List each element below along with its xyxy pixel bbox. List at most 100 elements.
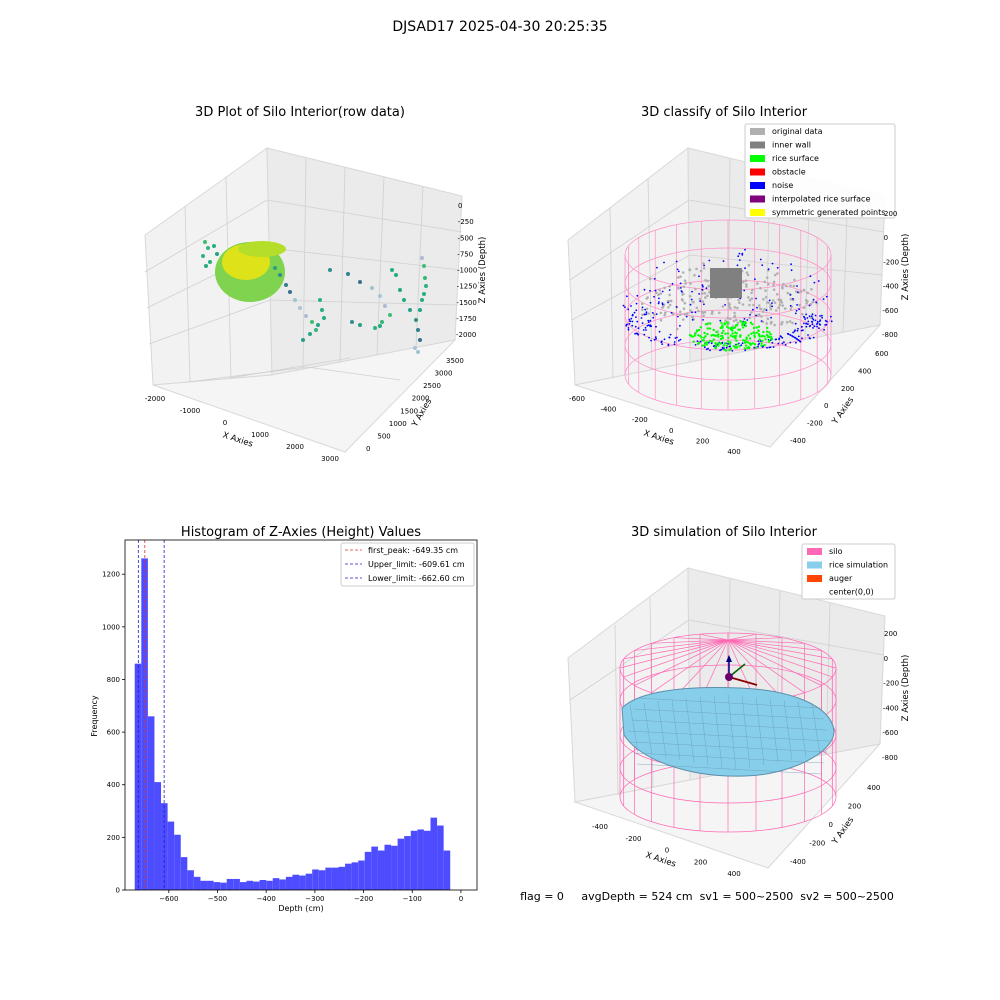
x-tick-labels: -2000 -1000 0 1000 2000 3000 <box>145 395 339 463</box>
z-tick-label: -750 <box>457 250 473 258</box>
rice-surface-point <box>734 331 737 334</box>
noise-point <box>643 288 646 291</box>
raw-data-point <box>212 244 216 248</box>
noise-point <box>710 342 713 345</box>
original-data-point <box>703 311 707 314</box>
noise-point <box>797 335 800 338</box>
histogram-bar <box>193 876 201 890</box>
rice-surface-point <box>727 340 730 343</box>
original-data-point <box>647 312 650 315</box>
noise-point <box>738 259 741 261</box>
panel-title: 3D Plot of Silo Interior(row data) <box>195 105 405 120</box>
noise-point <box>775 338 778 341</box>
surface-mesh-line <box>636 763 822 775</box>
noise-point <box>635 309 638 312</box>
silo-roof-wire <box>651 639 729 693</box>
x-tick-label: −100 <box>403 895 422 903</box>
x-tick-label: 2000 <box>286 443 304 451</box>
silo-roof-wire <box>623 639 729 660</box>
noise-point <box>800 326 803 328</box>
original-data-point <box>809 316 813 320</box>
raw-data-point <box>414 318 418 322</box>
noise-point <box>768 346 771 349</box>
noise-point <box>802 329 804 332</box>
original-data-point <box>771 299 775 302</box>
x-tick-label: 400 <box>727 870 740 878</box>
silo-wireframe <box>624 219 832 411</box>
figure-suptitle: DJSAD17 2025-04-30 20:25:35 <box>392 19 607 35</box>
noise-point <box>670 311 673 314</box>
y-tick-label: 200 <box>841 385 854 393</box>
original-data-point <box>668 299 671 303</box>
noise-point <box>674 337 677 339</box>
rice-surface-point <box>758 338 761 341</box>
surface-mesh-line <box>627 730 831 742</box>
noise-point <box>731 350 734 352</box>
z-tick-label: -250 <box>458 218 474 226</box>
original-data-point <box>789 297 793 301</box>
noise-point <box>771 305 774 308</box>
noise-point <box>725 346 728 349</box>
raw-data-point <box>293 298 297 302</box>
noise-point <box>702 285 704 288</box>
noise-point <box>818 327 820 329</box>
surface-mesh-line <box>630 741 828 753</box>
noise-point <box>815 301 818 304</box>
legend: first_peak: -649.35 cm Upper_limit: -609.… <box>340 542 475 587</box>
silo-roof-wire <box>727 633 757 641</box>
noise-point <box>661 302 664 304</box>
noise-point <box>653 338 656 341</box>
y-tick-label: 1000 <box>102 623 120 631</box>
x-tick-label: -2000 <box>145 395 165 403</box>
y-tick-label: 600 <box>107 729 120 737</box>
noise-point <box>814 314 817 317</box>
original-data-point <box>737 298 740 302</box>
rice-surface-point <box>720 326 723 329</box>
noise-point <box>757 345 759 348</box>
rice-surface-point <box>709 322 712 325</box>
histogram-bar <box>443 850 451 890</box>
rice-surface-point <box>743 347 746 350</box>
histogram-bar <box>187 870 194 890</box>
z-tick-label: -500 <box>458 234 474 242</box>
noise-point <box>668 336 671 339</box>
histogram-bar <box>279 879 286 890</box>
rice-surface-point <box>741 326 745 329</box>
y-tick-label: 600 <box>875 350 888 358</box>
panel-raw-data: 3D Plot of Silo Interior(row data) -2000… <box>144 105 488 463</box>
original-data-point <box>641 302 644 306</box>
surface-mesh-line <box>797 701 807 758</box>
noise-point <box>770 316 772 319</box>
rice-surface-point <box>712 328 715 332</box>
legend-entry-swatch <box>807 588 822 596</box>
noise-point <box>671 282 674 285</box>
rice-surface-point <box>723 323 727 326</box>
original-data-point <box>702 314 705 318</box>
original-data-point <box>661 305 665 309</box>
original-data-point <box>695 267 698 271</box>
x-tick-label: -200 <box>626 835 642 843</box>
noise-point <box>757 343 760 346</box>
rice-surface-point <box>762 330 765 334</box>
original-data-point <box>748 299 752 302</box>
original-data-point <box>733 306 737 309</box>
x-tick-label: -400 <box>592 823 608 831</box>
x-tick-label: 0 <box>665 847 669 855</box>
rice-surface-point <box>757 325 761 328</box>
rice-surface-point <box>701 344 704 347</box>
noise-point <box>707 341 710 344</box>
rice-surface-point <box>721 324 724 327</box>
original-data-point <box>688 294 692 298</box>
y-tick-label: 1000 <box>389 420 407 428</box>
noise-point <box>794 312 797 315</box>
raw-data-point <box>346 272 350 276</box>
raw-data-point <box>316 323 320 327</box>
noise-point <box>712 345 715 348</box>
histogram-bar <box>331 867 339 890</box>
noise-point <box>744 349 747 352</box>
x-axis-label: Depth (cm) <box>278 904 323 913</box>
original-data-point <box>728 303 731 306</box>
original-data-point <box>741 303 745 306</box>
y-tick-label: 2500 <box>423 382 441 390</box>
original-data-point <box>772 288 776 292</box>
